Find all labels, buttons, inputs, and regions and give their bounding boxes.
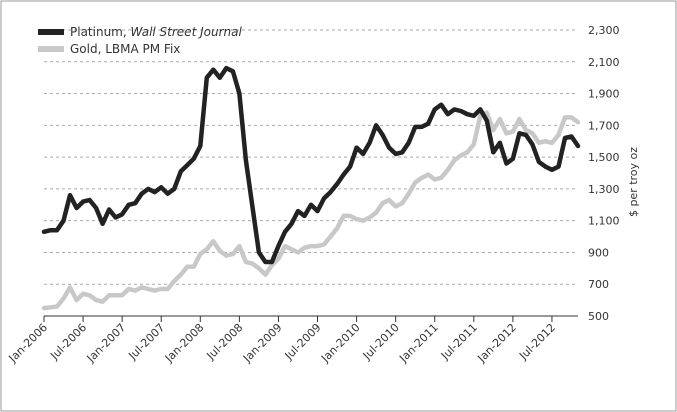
legend: Platinum, Wall Street Journal Gold, LBMA… [38, 25, 242, 56]
y-tick-label: 2,100 [588, 56, 620, 69]
grid [44, 29, 578, 285]
y-tick-label: 1,700 [588, 119, 620, 132]
y-tick-label: 1,300 [588, 183, 620, 196]
series-line-gold [41, 110, 581, 311]
series-lines [41, 65, 581, 311]
series-line-platinum [41, 65, 581, 265]
y-tick-label: 900 [588, 246, 609, 259]
y-tick-label: 1,100 [588, 215, 620, 228]
y-tick-label: 700 [588, 278, 609, 291]
y-tick-label: 2,300 [588, 24, 620, 37]
y-tick-label: 1,500 [588, 151, 620, 164]
legend-label-gold: Gold, LBMA PM Fix [70, 42, 180, 56]
y-axis-title: $ per troy oz [627, 147, 640, 217]
legend-label-platinum: Platinum, Wall Street Journal [70, 25, 242, 39]
y-tick-label: 500 [588, 310, 609, 323]
y-tick-label: 1,900 [588, 88, 620, 101]
